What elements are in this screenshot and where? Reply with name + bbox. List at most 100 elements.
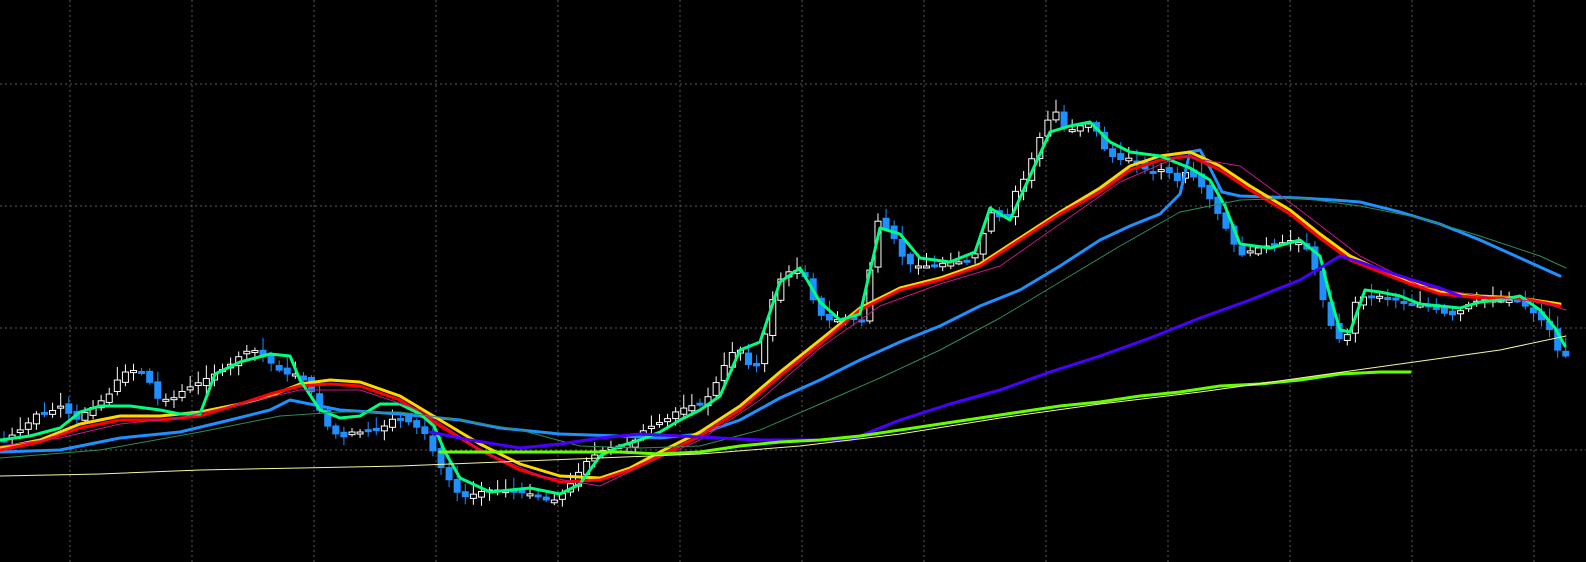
candle bbox=[283, 357, 291, 382]
candle-body bbox=[1295, 242, 1303, 246]
candle bbox=[57, 392, 65, 418]
candle bbox=[243, 344, 251, 361]
candle-body bbox=[647, 425, 655, 430]
candle-body bbox=[65, 403, 73, 414]
candle-body bbox=[429, 435, 437, 452]
candle-body bbox=[243, 350, 251, 355]
candle bbox=[1238, 236, 1246, 257]
candle-body bbox=[1076, 125, 1084, 132]
candle-body bbox=[1529, 307, 1537, 314]
candle-body bbox=[1149, 170, 1157, 174]
candle bbox=[421, 420, 429, 440]
candle-body bbox=[16, 429, 24, 434]
candle bbox=[154, 371, 162, 406]
candle-body bbox=[672, 411, 680, 420]
candle-body bbox=[1343, 334, 1351, 341]
indicator-line-8 bbox=[438, 370, 1412, 456]
candle-body bbox=[186, 386, 194, 391]
candle bbox=[41, 402, 49, 418]
candle bbox=[1149, 161, 1157, 181]
candle bbox=[477, 481, 485, 506]
candle-body bbox=[32, 413, 40, 425]
candle-body bbox=[1368, 295, 1376, 299]
candle bbox=[364, 421, 372, 437]
candle bbox=[655, 414, 663, 428]
candle-body bbox=[251, 350, 259, 354]
candle bbox=[324, 407, 332, 431]
candle bbox=[518, 482, 526, 499]
candle-body bbox=[356, 431, 364, 435]
candle-body bbox=[664, 418, 672, 423]
candle-body bbox=[1254, 247, 1262, 255]
candle bbox=[186, 375, 194, 393]
candle bbox=[380, 419, 388, 441]
candle-body bbox=[445, 467, 453, 481]
candle-body bbox=[1505, 299, 1513, 303]
candle-body bbox=[275, 364, 283, 371]
candle-body bbox=[1157, 169, 1165, 173]
candle-body bbox=[41, 411, 49, 415]
candle bbox=[49, 402, 57, 418]
candle bbox=[712, 376, 720, 400]
candle bbox=[906, 252, 914, 273]
candle bbox=[1400, 289, 1408, 311]
candle-body bbox=[1206, 184, 1214, 200]
candle-body bbox=[283, 367, 291, 375]
candle bbox=[526, 483, 534, 499]
candle-body bbox=[939, 262, 947, 268]
candle-body bbox=[1125, 157, 1133, 162]
candle-body bbox=[906, 253, 914, 265]
candle bbox=[1173, 167, 1181, 188]
candle bbox=[105, 387, 113, 408]
candle-body bbox=[1376, 295, 1384, 299]
indicator-line-9 bbox=[0, 335, 1567, 477]
candle-body bbox=[526, 493, 534, 497]
candle-body bbox=[348, 431, 356, 436]
candle-body bbox=[955, 261, 963, 265]
candle bbox=[761, 327, 769, 373]
candle bbox=[340, 426, 348, 446]
candle bbox=[931, 255, 939, 269]
candle-body bbox=[49, 409, 57, 415]
candle-body bbox=[753, 363, 761, 367]
candle-body bbox=[1384, 297, 1392, 301]
candle bbox=[113, 366, 121, 396]
candle-body bbox=[372, 427, 380, 431]
candle-body bbox=[105, 393, 113, 403]
candle-body bbox=[405, 416, 413, 423]
candle bbox=[138, 367, 146, 376]
candle bbox=[348, 428, 356, 437]
candle bbox=[202, 365, 210, 395]
candle-body bbox=[825, 313, 833, 321]
candle-body bbox=[57, 405, 65, 409]
indicator-line-6 bbox=[0, 155, 1567, 487]
candle bbox=[753, 354, 761, 373]
candle bbox=[356, 428, 364, 438]
candle-body bbox=[882, 217, 890, 230]
candle-body bbox=[1246, 250, 1254, 254]
candle-body bbox=[688, 405, 696, 412]
candle-body bbox=[477, 490, 485, 498]
candle bbox=[413, 418, 421, 434]
candle-body bbox=[1238, 245, 1246, 256]
candle-body bbox=[534, 494, 542, 498]
candle bbox=[275, 360, 283, 373]
candle-body bbox=[761, 333, 769, 365]
candle-body bbox=[162, 398, 170, 402]
candle-body bbox=[178, 390, 186, 398]
candle-body bbox=[332, 425, 340, 435]
candle-body bbox=[1052, 111, 1060, 121]
candle bbox=[688, 394, 696, 417]
candle bbox=[1457, 307, 1465, 322]
candle-body bbox=[461, 491, 469, 498]
candle-body bbox=[696, 402, 704, 406]
candle bbox=[16, 417, 24, 440]
candle-body bbox=[1084, 123, 1092, 128]
indicator-line-7 bbox=[428, 254, 1462, 450]
candle-body bbox=[194, 382, 202, 387]
candle-body bbox=[971, 253, 979, 259]
candle bbox=[720, 352, 728, 388]
candle bbox=[898, 225, 906, 266]
